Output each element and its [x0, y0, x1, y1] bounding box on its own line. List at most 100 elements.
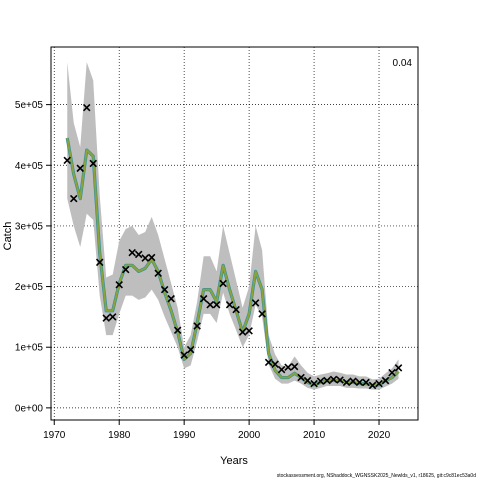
observed-catch-point — [199, 294, 208, 303]
observed-catch-point — [95, 258, 104, 267]
observed-mark-stroke — [186, 345, 195, 354]
observed-catch-point — [82, 103, 91, 112]
observed-catch-point — [284, 363, 292, 371]
observed-catch-point — [141, 254, 149, 262]
observed-mark-stroke — [284, 363, 292, 371]
observed-catch-point — [258, 310, 266, 318]
y-tick-label: 5e+05 — [15, 100, 44, 111]
observed-mark-stroke — [89, 159, 97, 168]
observed-catch-point — [212, 300, 221, 309]
observed-catch-point — [180, 351, 188, 359]
observed-mark-stroke — [388, 368, 396, 377]
observed-catch-point — [394, 364, 403, 372]
observed-mark-stroke — [342, 378, 351, 387]
observed-catch-point — [225, 300, 234, 309]
observed-mark-stroke — [134, 250, 143, 259]
observed-catch-point — [219, 279, 227, 288]
plot-frame — [50, 46, 419, 421]
observed-catch-point — [375, 379, 383, 388]
corner-label: 0.04 — [393, 58, 413, 69]
observed-mark-stroke — [290, 362, 299, 371]
observed-catch-point — [290, 362, 299, 371]
observed-catch-point — [206, 300, 214, 309]
y-tick-label: 3e+05 — [15, 221, 44, 232]
observed-catch-point — [362, 378, 370, 387]
x-tick-label: 1980 — [108, 430, 131, 441]
observed-mark-stroke — [336, 376, 344, 384]
observed-mark-stroke — [225, 300, 234, 309]
observed-catch-point — [69, 194, 78, 203]
estimate-lines — [65, 137, 400, 388]
observed-mark-stroke — [258, 310, 266, 318]
observed-catch-point — [173, 326, 182, 335]
observed-catch-point — [89, 159, 97, 168]
observed-catch-point — [368, 381, 377, 390]
observed-mark-stroke — [212, 300, 221, 309]
observed-mark-stroke — [264, 358, 273, 367]
observed-mark-stroke — [128, 248, 136, 257]
observed-catch-point — [355, 378, 364, 387]
observed-mark-stroke — [329, 375, 338, 384]
observed-catch-point — [264, 358, 273, 367]
observed-catch-point — [186, 345, 195, 354]
observed-catch-point — [388, 368, 396, 377]
estimate-line-inner — [66, 137, 400, 387]
observed-mark-stroke — [245, 327, 253, 335]
observed-mark-stroke — [394, 364, 403, 372]
y-tick-label: 1e+05 — [15, 343, 44, 354]
x-tick-label: 1990 — [173, 430, 196, 441]
observed-mark-stroke — [297, 373, 305, 382]
observed-catch-point — [108, 313, 117, 321]
y-tick-label: 2e+05 — [15, 282, 44, 293]
observed-catch-point — [323, 376, 331, 385]
observed-catch-point — [297, 373, 305, 382]
observed-catch-point — [121, 265, 130, 274]
observed-mark-stroke — [310, 379, 318, 388]
observed-mark-stroke — [271, 360, 279, 368]
observed-catch-point — [316, 377, 325, 385]
observed-catch-point — [128, 248, 136, 257]
observed-catch-point — [251, 299, 260, 307]
observed-mark-stroke — [381, 376, 390, 385]
y-tick-label: 0e+00 — [15, 403, 44, 414]
observed-mark-stroke — [63, 156, 72, 165]
observed-catch-point — [349, 377, 357, 385]
observed-mark-stroke — [199, 294, 208, 303]
observed-mark-stroke — [193, 322, 201, 330]
footer-source-label: stockassessment.org, NShaddock_WGNSSK202… — [277, 473, 476, 479]
observed-catch-points — [63, 103, 403, 390]
x-tick-label: 2020 — [368, 430, 391, 441]
observed-mark-stroke — [173, 326, 182, 335]
y-axis-title: Catch — [2, 222, 14, 251]
y-axis: 0e+00 1e+05 2e+05 3e+05 4e+05 5e+05 — [15, 100, 51, 414]
observed-mark-stroke — [82, 103, 91, 112]
x-axis: 1970 1980 1990 2000 2010 2020 — [43, 420, 391, 441]
x-tick-label: 2010 — [303, 430, 326, 441]
observed-catch-point — [342, 378, 351, 387]
observed-mark-stroke — [277, 365, 286, 374]
observed-mark-stroke — [167, 294, 175, 303]
observed-mark-stroke — [219, 279, 227, 288]
observed-mark-stroke — [141, 254, 149, 262]
observed-mark-stroke — [362, 378, 370, 387]
observed-mark-stroke — [368, 381, 377, 390]
observed-mark-stroke — [154, 269, 162, 277]
observed-mark-stroke — [108, 313, 117, 321]
observed-mark-stroke — [180, 351, 188, 359]
observed-catch-point — [329, 375, 338, 384]
observed-mark-stroke — [121, 265, 130, 274]
observed-mark-stroke — [303, 376, 312, 385]
observed-catch-point — [102, 314, 110, 322]
x-tick-label: 2000 — [238, 430, 261, 441]
observed-mark-stroke — [206, 300, 214, 309]
x-tick-label: 1970 — [43, 430, 66, 441]
observed-mark-stroke — [375, 379, 383, 388]
observed-catch-point — [160, 285, 169, 294]
observed-mark-stroke — [232, 305, 240, 314]
observed-catch-point — [167, 294, 175, 303]
y-tick-label: 4e+05 — [15, 161, 44, 172]
observed-catch-point — [232, 305, 240, 314]
observed-catch-point — [115, 280, 123, 289]
observed-catch-point — [147, 253, 156, 262]
